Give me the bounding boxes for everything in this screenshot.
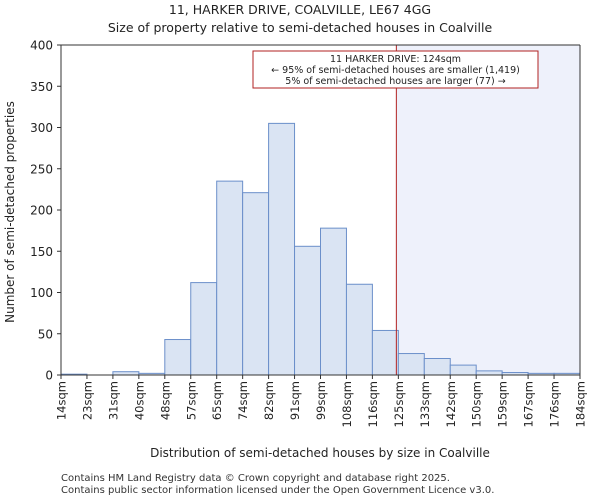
x-tick-label-40sqm: 40sqm bbox=[132, 381, 146, 420]
y-tick-label-250: 250 bbox=[30, 162, 53, 176]
x-tick-label-125sqm: 125sqm bbox=[392, 381, 406, 427]
annotation-line-2: ← 95% of semi-detached houses are smalle… bbox=[271, 65, 520, 76]
annotation-line-3: 5% of semi-detached houses are larger (7… bbox=[285, 76, 505, 87]
y-axis-label: Number of semi-detached properties bbox=[3, 101, 17, 323]
footer-copyright: Contains HM Land Registry data © Crown c… bbox=[61, 473, 450, 484]
x-tick-label-74sqm: 74sqm bbox=[236, 381, 250, 420]
x-tick-label-167sqm: 167sqm bbox=[522, 381, 536, 427]
chart-subtitle: Size of property relative to semi-detach… bbox=[108, 20, 493, 35]
y-tick-label-150: 150 bbox=[30, 245, 53, 259]
bar-74sqm bbox=[242, 192, 270, 376]
bar-82sqm bbox=[268, 122, 296, 376]
bar-150sqm bbox=[475, 370, 503, 376]
annotation-box bbox=[252, 50, 539, 89]
x-tick-label-82sqm: 82sqm bbox=[262, 381, 276, 420]
x-tick-label-23sqm: 23sqm bbox=[80, 381, 94, 420]
x-tick-label-57sqm: 57sqm bbox=[184, 381, 198, 420]
x-tick-label-31sqm: 31sqm bbox=[106, 381, 120, 420]
bar-133sqm bbox=[423, 358, 451, 376]
y-tick-label-0: 0 bbox=[45, 369, 53, 383]
x-tick-label-159sqm: 159sqm bbox=[496, 381, 510, 427]
annotation-line-1: 11 HARKER DRIVE: 124sqm bbox=[330, 54, 461, 65]
bar-57sqm bbox=[190, 282, 218, 376]
bar-142sqm bbox=[449, 364, 477, 376]
bar-125sqm bbox=[397, 353, 425, 376]
x-tick-label-150sqm: 150sqm bbox=[470, 381, 484, 427]
y-tick-label-400: 400 bbox=[30, 39, 53, 53]
x-tick-label-142sqm: 142sqm bbox=[444, 381, 458, 427]
x-tick-label-108sqm: 108sqm bbox=[340, 381, 354, 427]
bar-116sqm bbox=[371, 329, 399, 376]
y-tick-label-100: 100 bbox=[30, 286, 53, 300]
bar-48sqm bbox=[164, 339, 192, 376]
chart-title: 11, HARKER DRIVE, COALVILLE, LE67 4GG bbox=[169, 2, 431, 17]
bar-99sqm bbox=[320, 227, 347, 376]
y-tick-label-50: 50 bbox=[38, 327, 53, 341]
x-tick-label-99sqm: 99sqm bbox=[314, 381, 328, 420]
x-tick-label-91sqm: 91sqm bbox=[288, 381, 302, 420]
y-tick-label-300: 300 bbox=[30, 121, 53, 135]
bar-108sqm bbox=[345, 283, 373, 376]
x-tick-label-116sqm: 116sqm bbox=[366, 381, 380, 427]
x-tick-label-14sqm: 14sqm bbox=[55, 381, 69, 420]
x-tick-label-176sqm: 176sqm bbox=[548, 381, 562, 427]
x-tick-label-48sqm: 48sqm bbox=[158, 381, 172, 420]
bar-65sqm bbox=[216, 180, 244, 376]
x-tick-label-65sqm: 65sqm bbox=[210, 381, 224, 420]
highlight-region bbox=[396, 45, 580, 375]
x-axis-label: Distribution of semi-detached houses by … bbox=[150, 446, 490, 460]
y-tick-label-350: 350 bbox=[30, 80, 53, 94]
y-tick-label-200: 200 bbox=[30, 204, 53, 218]
footer-licence: Contains public sector information licen… bbox=[61, 485, 495, 496]
bar-91sqm bbox=[294, 245, 321, 376]
x-tick-label-184sqm: 184sqm bbox=[574, 381, 588, 427]
x-tick-label-133sqm: 133sqm bbox=[418, 381, 432, 427]
